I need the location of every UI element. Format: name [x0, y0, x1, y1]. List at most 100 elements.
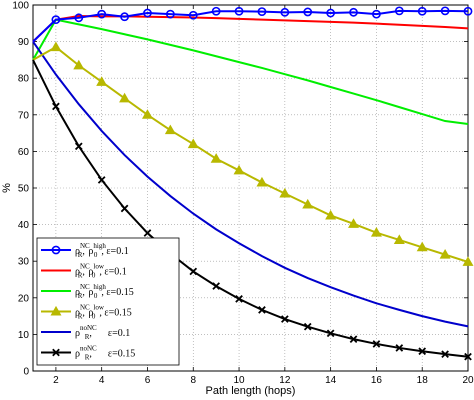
y-tick-label: 20	[18, 293, 30, 304]
data-point	[120, 204, 129, 213]
y-tick-label: 40	[18, 220, 30, 231]
data-point	[257, 7, 267, 16]
data-point	[189, 267, 198, 276]
x-tick-label: 16	[371, 375, 383, 386]
data-point	[395, 344, 404, 352]
data-point-stroke	[74, 142, 83, 151]
y-tick-label: 50	[18, 184, 30, 195]
data-point	[418, 347, 427, 356]
data-point	[141, 109, 153, 119]
data-point	[325, 209, 337, 220]
data-point	[303, 322, 312, 331]
data-point-stroke	[441, 350, 449, 359]
data-point	[370, 227, 382, 237]
x-tick-label: 12	[279, 375, 291, 386]
data-point	[50, 305, 62, 316]
legend-label: ρNC R, ρlow 0, ε=0.1	[75, 263, 127, 280]
data-point-stroke	[189, 267, 198, 276]
data-point	[280, 7, 290, 17]
y-axis-label: %	[1, 183, 13, 193]
data-point	[51, 15, 61, 25]
data-point-stroke	[326, 329, 335, 338]
data-point	[349, 335, 358, 343]
data-point	[235, 295, 243, 303]
series-group	[32, 6, 474, 361]
data-point	[97, 9, 107, 19]
data-point	[212, 282, 220, 290]
series-2	[32, 14, 469, 43]
data-point	[233, 164, 245, 175]
series-line	[32, 18, 469, 125]
data-point-stroke	[235, 295, 243, 303]
data-point	[164, 124, 176, 135]
data-point	[302, 198, 314, 209]
data-point	[349, 7, 358, 17]
data-point	[256, 176, 268, 187]
data-point	[464, 352, 472, 361]
series-1	[32, 6, 473, 43]
x-tick-label: 10	[233, 375, 245, 386]
legend: ρNC R, ρhigh 0, ε=0.1 ρNC R, ρlow 0, ε=0.1 ρNC…	[36, 237, 180, 366]
series-line	[32, 59, 469, 358]
data-point-stroke	[464, 352, 472, 361]
data-point-stroke	[418, 347, 427, 356]
legend-label: ρNC R, ρlow 0, ε=0.15	[75, 304, 132, 321]
data-point-stroke	[212, 282, 220, 290]
data-point-stroke	[372, 340, 381, 348]
data-point-stroke	[120, 204, 129, 213]
series-3	[32, 18, 469, 125]
legend-entry: ρnoNC R, ε=0.15	[41, 345, 135, 362]
legend-entry: ρNC R, ρhigh 0, ε=0.1	[41, 242, 129, 259]
data-point	[210, 153, 222, 163]
data-point	[51, 245, 61, 255]
data-point	[74, 142, 83, 151]
x-axis: 2 4 6 8 10 12 14 16 18 20	[53, 5, 474, 386]
x-tick-label: 2	[53, 375, 59, 386]
data-point-stroke	[281, 315, 289, 323]
y-tick-label: 100	[12, 1, 29, 12]
data-point	[73, 59, 85, 70]
y-tick-label: 70	[18, 110, 30, 121]
data-point	[394, 6, 404, 16]
data-point-stroke	[52, 348, 60, 357]
data-point	[50, 41, 62, 52]
legend-entry: ρNC R, ρhigh 0, ε=0.15	[41, 283, 134, 300]
data-point-stroke	[349, 335, 358, 343]
legend-label: ρnoNC R, ε=0.15	[75, 345, 135, 362]
x-tick-label: 8	[190, 375, 196, 386]
x-axis-label: Path length (hops)	[206, 385, 296, 397]
y-tick-label: 30	[18, 257, 30, 268]
data-point	[372, 340, 381, 348]
data-point	[187, 138, 199, 149]
data-point	[119, 92, 131, 103]
series-line	[32, 41, 469, 328]
series-4	[32, 41, 474, 266]
data-point	[143, 229, 152, 237]
data-point	[393, 234, 405, 244]
y-tick-label: 0	[23, 367, 29, 378]
data-point	[303, 7, 313, 17]
data-point	[439, 249, 451, 259]
data-point	[348, 218, 360, 228]
data-point	[211, 6, 221, 16]
data-point	[165, 9, 175, 19]
legend-entry: ρnoNC R, ε=0.1	[41, 324, 130, 341]
data-point	[234, 6, 244, 16]
legend-box	[36, 237, 180, 366]
data-point-stroke	[143, 229, 152, 237]
data-point	[97, 176, 106, 184]
data-point	[416, 241, 428, 252]
legend-label: ρNC R, ρhigh 0, ε=0.15	[75, 283, 134, 300]
data-point	[52, 348, 60, 357]
data-point	[417, 6, 427, 16]
data-point	[188, 10, 198, 20]
data-point	[120, 12, 129, 22]
y-tick-label: 10	[18, 330, 30, 341]
x-tick-label: 4	[99, 375, 105, 386]
legend-entry: ρNC R, ρlow 0, ε=0.1	[41, 263, 127, 280]
data-point-stroke	[52, 102, 60, 111]
y-tick-label: 80	[18, 74, 30, 85]
series-5	[32, 41, 469, 328]
x-tick-label: 14	[325, 375, 337, 386]
